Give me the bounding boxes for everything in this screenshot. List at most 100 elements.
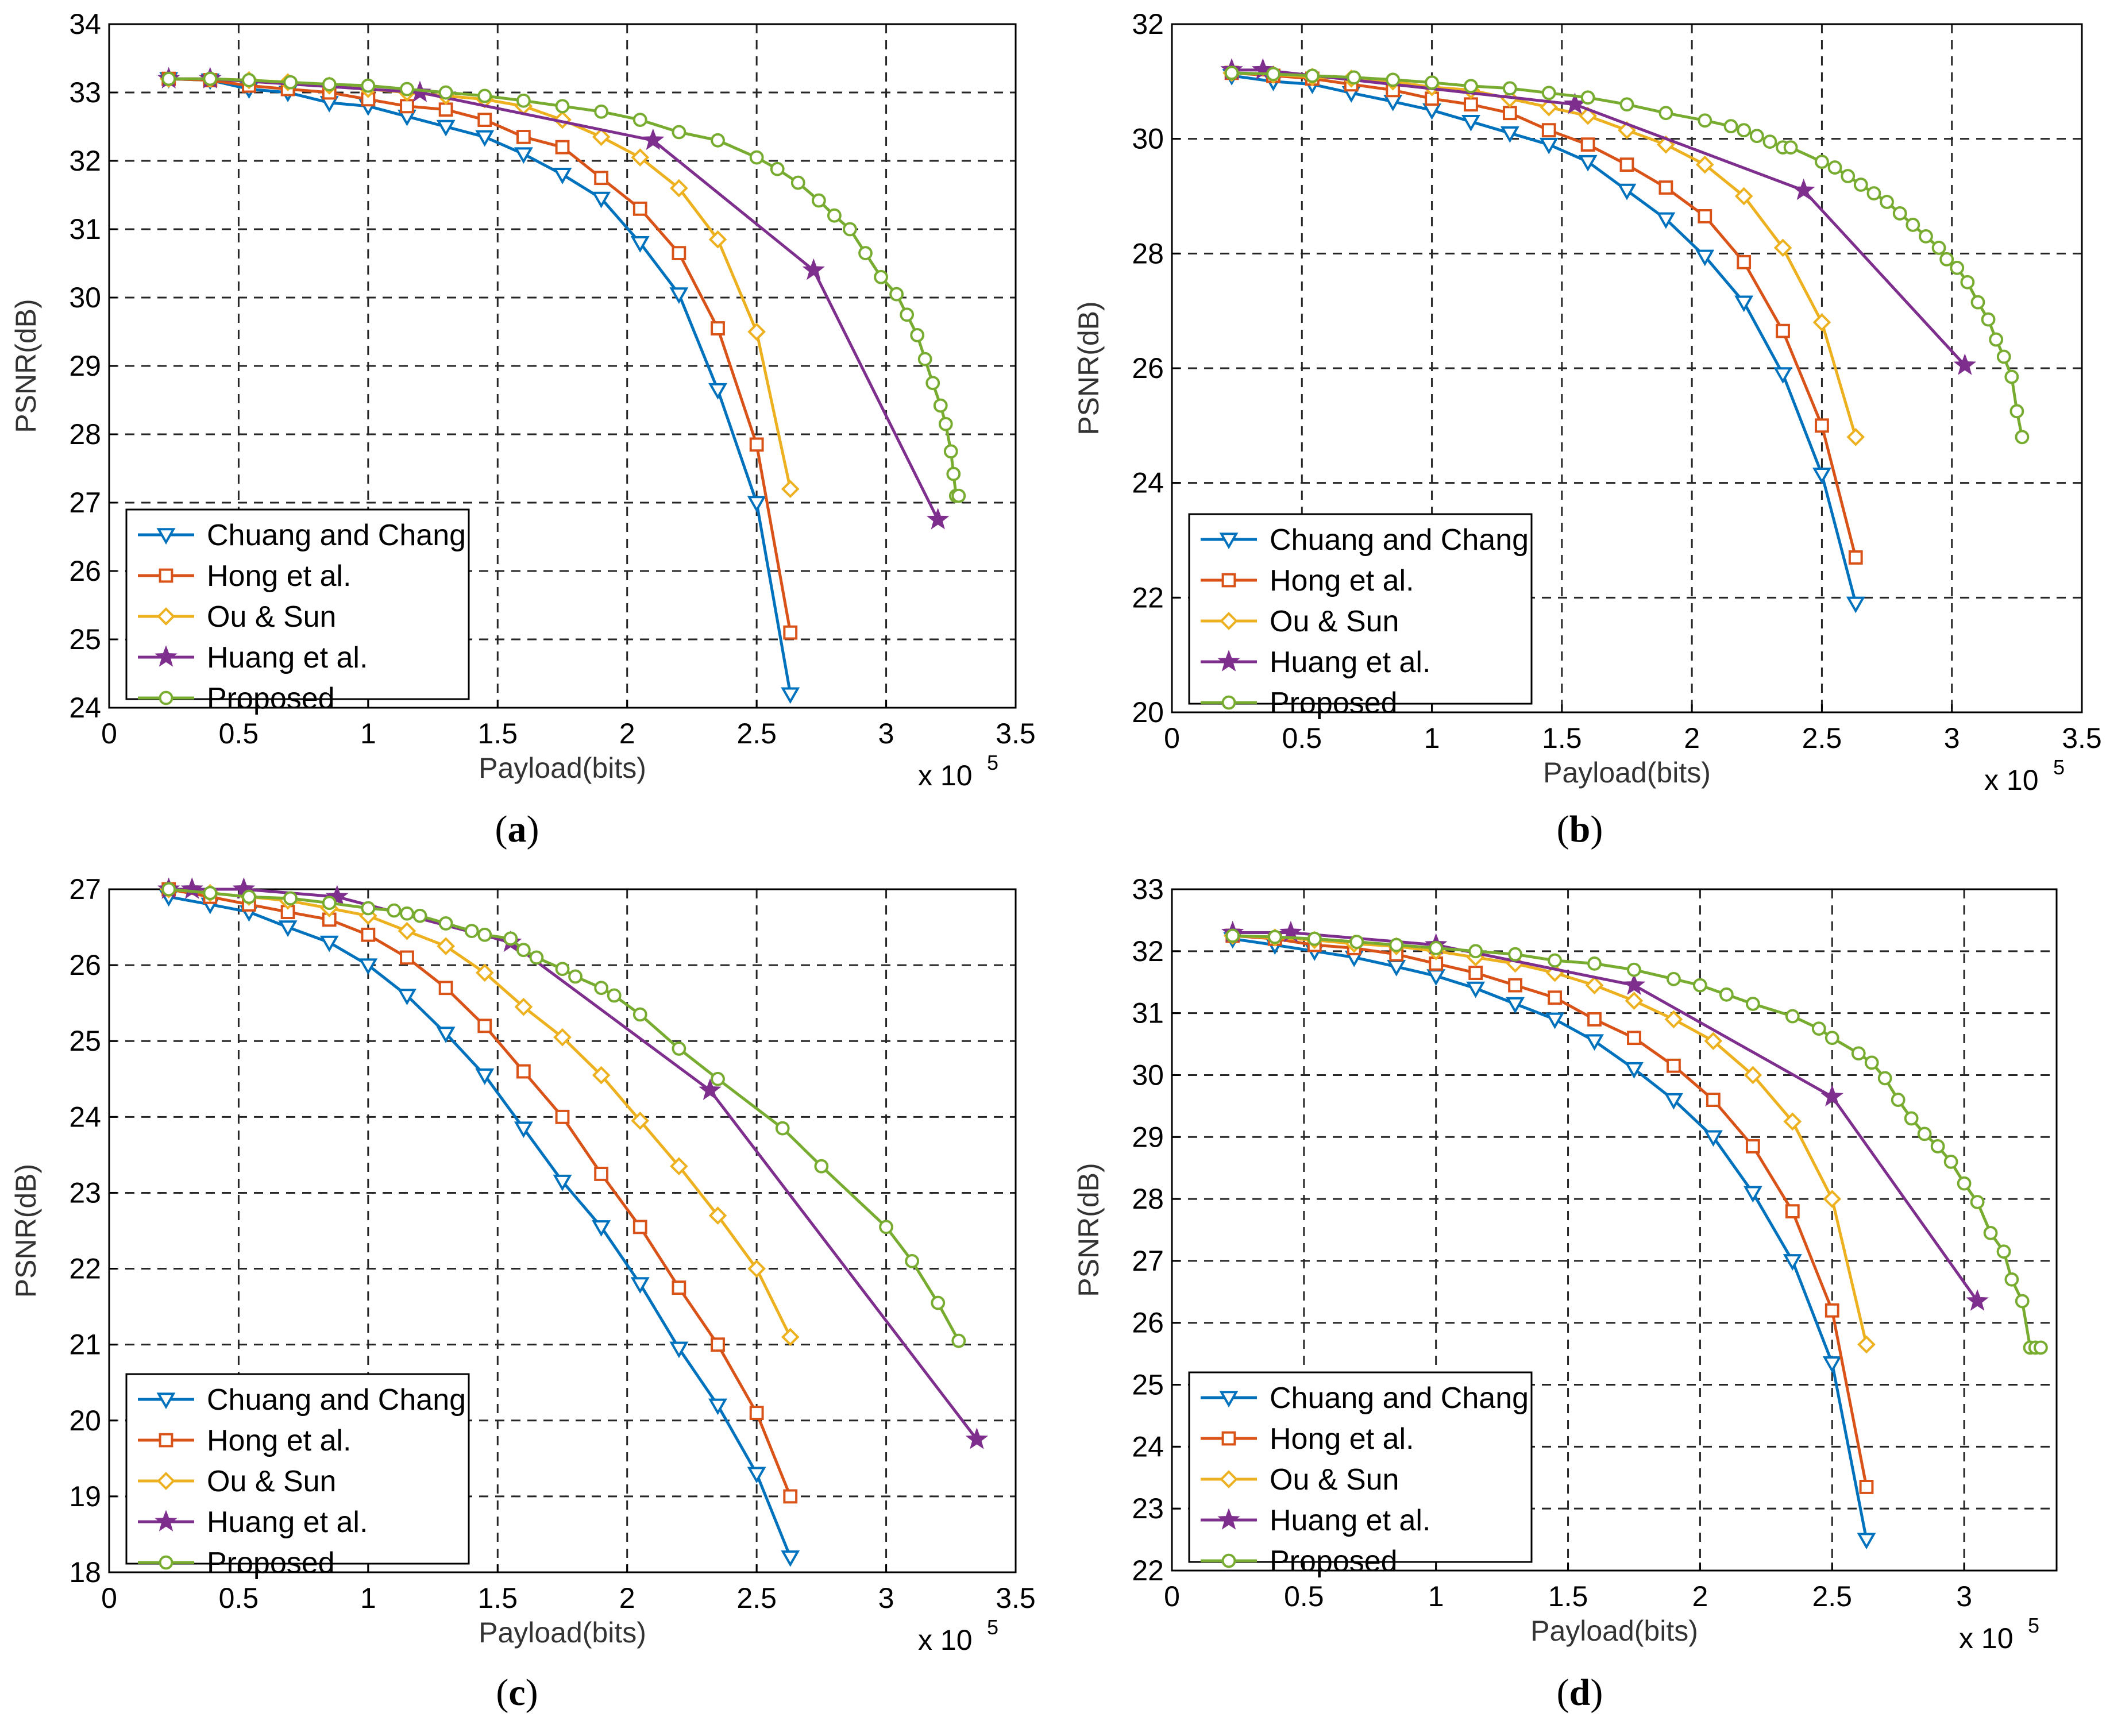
y-tick-label: 19	[69, 1480, 101, 1513]
data-point-proposed	[477, 927, 492, 942]
data-point-proposed	[161, 882, 176, 897]
data-point-ou	[1773, 238, 1792, 257]
data-point-proposed	[516, 93, 531, 108]
data-point-proposed	[1825, 1031, 1839, 1046]
y-axis-label: PSNR(dB)	[10, 299, 42, 433]
data-point-proposed	[568, 969, 583, 984]
data-point-proposed	[412, 908, 427, 923]
data-point-proposed	[917, 352, 932, 367]
legend: Chuang and Chang Hong et al. Ou & Sun Huang…	[125, 1373, 470, 1580]
y-tick-label: 29	[69, 350, 101, 382]
data-point-proposed	[1693, 978, 1707, 993]
data-point-proposed	[1307, 931, 1322, 946]
data-point-ou	[708, 230, 727, 249]
legend-marker-chuang	[156, 1392, 176, 1410]
data-point-proposed	[1785, 1009, 1800, 1024]
data-point-chuang	[514, 147, 533, 164]
chart-panel-a: 0 0.5 1 1.5 2 2.5 3 3.5 24 25 26 27 28 29 30 31 32 33 34 Ch…	[10, 8, 1036, 850]
legend-label-hong: Hong et al.	[1270, 564, 1414, 597]
data-point-proposed	[1931, 240, 1946, 255]
data-point-chuang	[1617, 183, 1637, 200]
data-point-huang	[1792, 178, 1815, 200]
legend-label-huang: Huang et al.	[207, 641, 368, 674]
data-point-proposed	[1468, 944, 1483, 959]
data-point-ou	[475, 963, 494, 982]
y-tick-label: 32	[1132, 8, 1164, 40]
data-point-ou	[1857, 1335, 1876, 1354]
legend-marker-proposed	[159, 1555, 173, 1570]
legend-marker-huang	[155, 645, 178, 667]
data-point-ou	[631, 1112, 650, 1130]
legend-label-chuang: Chuang and Chang	[1270, 523, 1529, 557]
data-point-ou	[592, 128, 611, 146]
data-point-hong	[516, 1064, 531, 1079]
data-point-proposed	[1917, 1127, 1932, 1141]
data-point-chuang	[781, 687, 800, 704]
data-point-proposed	[1225, 928, 1240, 943]
x-tick-label: 0.5	[1282, 722, 1322, 754]
data-point-hong	[1776, 323, 1790, 338]
data-point-chuang	[319, 935, 339, 952]
data-point-proposed	[905, 1253, 920, 1268]
data-point-ou	[592, 1066, 611, 1085]
legend: Chuang and Chang Hong et al. Ou & Sun Huang…	[1188, 1371, 1533, 1578]
data-point-hong	[749, 1406, 764, 1420]
data-point-hong	[711, 1337, 725, 1352]
data-point-chuang	[398, 989, 416, 1005]
data-point-ou	[1734, 187, 1753, 206]
y-tick-label: 23	[1132, 1492, 1164, 1525]
data-point-chuang	[436, 119, 456, 137]
legend-marker-chuang	[156, 528, 176, 545]
data-point-hong	[749, 437, 764, 452]
data-point-hong	[1619, 157, 1634, 172]
y-tick-label: 29	[1132, 1121, 1164, 1153]
x-tick-label: 0.5	[219, 1582, 259, 1614]
data-point-hong	[1587, 1012, 1602, 1027]
data-point-chuang	[1695, 249, 1715, 267]
data-point-proposed	[1983, 1225, 1998, 1240]
data-point-chuang	[1857, 1533, 1876, 1550]
data-point-proposed	[1811, 1021, 1826, 1036]
data-point-proposed	[400, 906, 414, 921]
data-point-ou	[514, 997, 533, 1016]
x-axis-label: Payload(bits)	[1543, 757, 1711, 789]
series-proposed	[161, 882, 966, 1348]
data-point-proposed	[1548, 953, 1562, 968]
y-tick-label: 30	[69, 281, 101, 314]
data-point-hong	[1464, 97, 1478, 112]
x-tick-label: 3	[1956, 1580, 1972, 1612]
data-point-proposed	[672, 1041, 686, 1056]
data-point-chuang	[436, 1027, 456, 1044]
data-point-chuang	[1656, 212, 1676, 229]
data-point-ou	[670, 1157, 688, 1176]
data-point-hong	[438, 981, 453, 996]
legend-label-chuang: Chuang and Chang	[1270, 1382, 1529, 1415]
x-tick-label: 3.5	[2062, 722, 2102, 754]
y-tick-label: 21	[69, 1329, 101, 1361]
data-point-chuang	[553, 1174, 572, 1191]
legend-marker-hong	[159, 568, 173, 583]
data-point-proposed	[1891, 1093, 1906, 1107]
data-point-hong	[1502, 106, 1517, 121]
data-point-proposed	[1425, 75, 1439, 90]
series-line-proposed	[168, 77, 959, 497]
y-tick-label: 26	[69, 949, 101, 981]
legend-marker-proposed	[1221, 695, 1236, 710]
data-point-chuang	[1625, 1062, 1644, 1079]
data-point-proposed	[283, 75, 298, 90]
data-point-chuang	[1466, 981, 1486, 998]
data-point-proposed	[1723, 119, 1738, 134]
data-point-proposed	[770, 161, 785, 176]
data-point-proposed	[1919, 229, 1933, 244]
data-point-proposed	[1658, 106, 1673, 121]
x-tick-label: 3	[878, 717, 894, 750]
legend-label-hong: Hong et al.	[207, 560, 352, 593]
y-tick-label: 27	[69, 873, 101, 905]
x-axis-label: Payload(bits)	[479, 752, 646, 784]
data-point-proposed	[1737, 123, 1752, 138]
data-point-proposed	[529, 950, 544, 965]
panel-caption: (d)	[1557, 1672, 1603, 1714]
data-point-hong	[555, 1109, 570, 1124]
y-tick-label: 27	[69, 487, 101, 519]
data-point-proposed	[555, 99, 570, 114]
